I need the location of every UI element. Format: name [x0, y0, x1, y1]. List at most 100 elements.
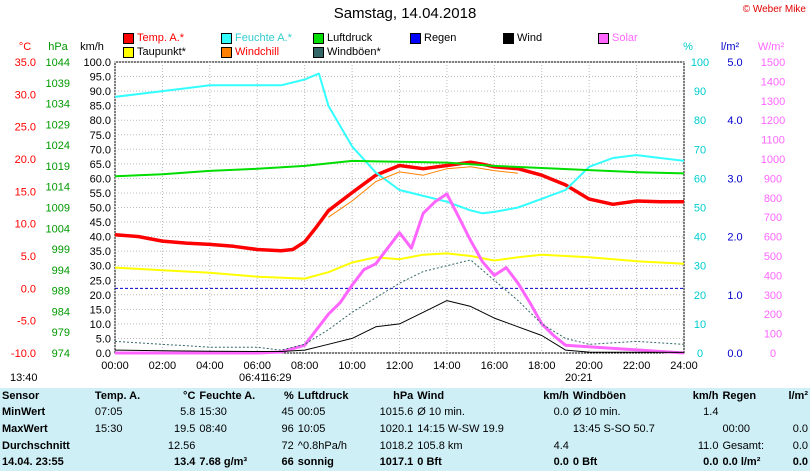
stats-header-cell: hPa	[393, 389, 414, 402]
wind-tick-label: 60.0	[90, 173, 111, 185]
wind-tick-label: 55.0	[90, 188, 111, 200]
stats-cell: 11.0	[697, 439, 719, 452]
wind-tick-label: 90.0	[90, 86, 111, 98]
x-tick-label: 08:00	[291, 360, 319, 372]
wind-tick-label: 65.0	[90, 159, 111, 171]
sunset-label: 20:21	[565, 372, 593, 384]
rain-tick-label: 1.0	[727, 290, 742, 302]
stats-cell: 13:45 S-SO 50.7	[572, 422, 655, 435]
stats-cell: 0.0	[792, 422, 808, 435]
stats-cell	[779, 405, 810, 422]
x-tick-label: 10:00	[338, 360, 366, 372]
stats-cell: 12.56	[167, 439, 196, 452]
stats-header-row: Sensor Temp. A. °C Feuchte A.% Luftdruck hPa W…	[0, 388, 810, 405]
humidity-tick-label: 50	[694, 203, 706, 215]
x-tick-label: 20:00	[575, 360, 603, 372]
legend-label: Feuchte A.*	[235, 32, 292, 44]
legend-label: Solar	[612, 32, 638, 44]
rain-tick-label: 5.0	[727, 57, 742, 69]
stats-cell: 72	[281, 439, 294, 452]
temp-unit: °C	[19, 41, 31, 53]
wind-unit: km/h	[80, 41, 104, 53]
wind-tick-label: 85.0	[90, 101, 111, 113]
stats-cell: 08:40	[199, 422, 227, 435]
wind-tick-label: 35.0	[90, 246, 111, 258]
wind-tick-label: 20.0	[90, 290, 111, 302]
stats-cell: 4.4	[553, 439, 569, 452]
legend-item: Feuchte A.*	[221, 32, 292, 44]
humidity-tick-label: 60	[694, 173, 706, 185]
stats-cell: Gesamt:	[722, 439, 765, 452]
temp-tick-label: -10.0	[11, 348, 36, 360]
solar-unit: W/m²	[758, 41, 785, 53]
wind-tick-label: 5.0	[96, 333, 111, 345]
stats-cell: Ø 10 min.	[572, 406, 621, 419]
stats-cell: 1020.1	[379, 422, 414, 435]
solar-tick-label: 1100	[761, 135, 785, 147]
humidity-tick-label: 40	[694, 232, 706, 244]
temp-tick-label: 25.0	[15, 122, 36, 134]
stats-cell: 0.0	[553, 406, 569, 419]
stats-cell	[720, 405, 779, 422]
stats-cell: 14.04. 23:55	[2, 456, 64, 469]
stats-header-cell: km/h	[692, 389, 719, 402]
stats-cell: 07:05	[94, 406, 123, 419]
solar-tick-label: 1500	[761, 57, 785, 69]
pressure-unit: hPa	[48, 41, 68, 53]
stats-header-cell: Windböen	[572, 389, 626, 402]
stats-row: Durchschnitt 12.56 72 ^0.8hPa/h 1018.2 105.8 …	[0, 438, 810, 455]
stats-cell: 0.0 l/m²	[722, 456, 761, 469]
wind-tick-label: 50.0	[90, 203, 111, 215]
stats-cell: MinWert	[2, 406, 46, 419]
legend-item: Wind	[503, 32, 542, 44]
legend-item: Taupunkt*	[123, 46, 186, 58]
pressure-tick-label: 999	[52, 244, 70, 256]
stats-cell: 1017.1	[379, 456, 414, 469]
series-line-6	[114, 259, 685, 351]
series-line-2	[114, 159, 685, 178]
temp-tick-label: 0.0	[21, 283, 36, 295]
x-tick-label: 04:00	[196, 360, 224, 372]
stats-cell: 45	[281, 406, 294, 419]
chart-title: Samstag, 14.04.2018	[333, 5, 477, 22]
legend-label: Windböen*	[327, 46, 381, 58]
stats-header-cell: Sensor	[2, 389, 40, 402]
wind-tick-label: 25.0	[90, 275, 111, 287]
wind-tick-label: 75.0	[90, 130, 111, 142]
solar-tick-label: 0	[770, 348, 776, 360]
temp-tick-label: 30.0	[15, 89, 36, 101]
wind-tick-label: 0.0	[96, 348, 111, 360]
stats-cell: 5.8	[180, 406, 196, 419]
stats-cell	[682, 421, 720, 438]
humidity-tick-label: 30	[694, 261, 706, 273]
pressure-tick-label: 1039	[46, 78, 70, 90]
humidity-tick-label: 90	[694, 86, 706, 98]
stats-cell: 15:30	[199, 406, 227, 419]
series-line-5	[114, 300, 685, 353]
wind-tick-label: 70.0	[90, 144, 111, 156]
pressure-tick-label: 1034	[46, 99, 70, 111]
rain-tick-label: 2.0	[727, 232, 742, 244]
solar-tick-label: 700	[764, 212, 782, 224]
series-group	[114, 72, 685, 355]
stats-header-cell: Feuchte A.	[199, 389, 256, 402]
stats-table: Sensor Temp. A. °C Feuchte A.% Luftdruck hPa W…	[0, 388, 810, 471]
solar-tick-label: 1200	[761, 115, 785, 127]
wind-tick-label: 95.0	[90, 72, 111, 84]
series-line-4	[115, 192, 685, 355]
stats-header-cell: Temp. A.	[94, 389, 141, 402]
x-tick-label: 22:00	[623, 360, 651, 372]
pressure-tick-label: 1004	[46, 223, 70, 235]
legend-swatch	[313, 32, 324, 44]
temp-tick-label: 20.0	[15, 154, 36, 166]
stats-cell: 13.4	[173, 456, 196, 469]
stats-row: MinWert 07:05 5.8 15:30 45 00:05 1015.6 Ø 10 mi…	[0, 405, 810, 422]
stats-cell	[93, 438, 157, 455]
stats-cell: 0.0	[703, 456, 719, 469]
stats-cell: 96	[281, 422, 294, 435]
temp-tick-label: 35.0	[15, 57, 36, 69]
humidity-tick-label: 80	[694, 115, 706, 127]
legend-swatch	[123, 46, 134, 58]
humidity-tick-label: 100	[691, 57, 709, 69]
copyright-link[interactable]: © Weber Mike	[742, 4, 806, 15]
